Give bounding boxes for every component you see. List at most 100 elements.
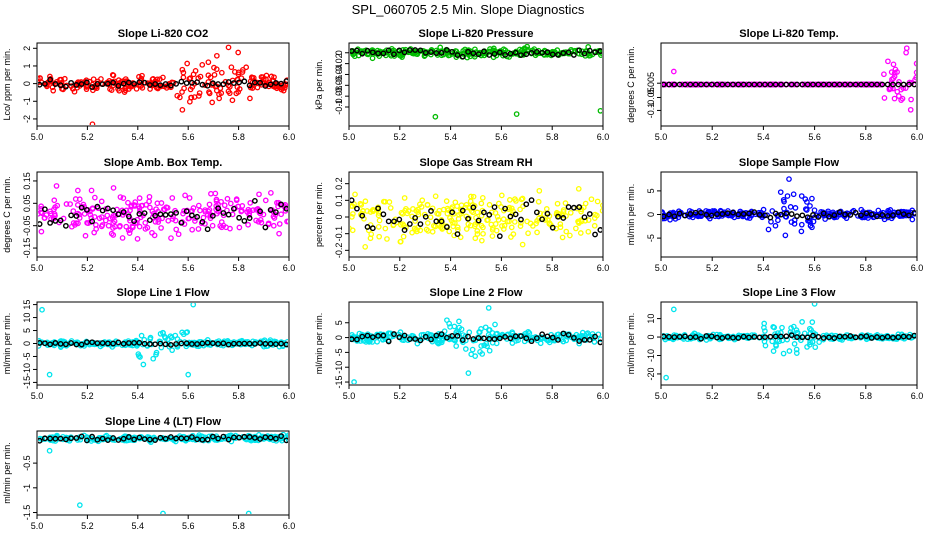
reference-point [230, 340, 237, 347]
reference-point [204, 82, 211, 89]
point [38, 75, 43, 82]
reference-point [555, 213, 561, 220]
y-tick-label: -0.1 [334, 99, 344, 115]
point [465, 51, 472, 58]
reference-point [443, 334, 450, 341]
reference-point [396, 216, 403, 223]
point [376, 217, 383, 224]
point [196, 436, 203, 443]
reference-point [62, 83, 69, 90]
main-title: SPL_060705 2.5 Min. Slope Diagnostics [351, 2, 585, 17]
reference-point [364, 224, 371, 230]
point [204, 211, 211, 218]
reference-point [842, 81, 848, 88]
point [134, 235, 141, 242]
point [521, 51, 527, 58]
y-tick-label: -0.15 [22, 238, 32, 259]
point [419, 197, 426, 204]
point [781, 210, 787, 217]
y-axis-label: ml/min per min. [2, 313, 12, 375]
panel-title: Slope Li-820 Temp. [739, 28, 838, 40]
point [484, 343, 490, 350]
reference-point [836, 209, 843, 216]
reference-point [385, 218, 392, 225]
point [855, 81, 861, 88]
point [679, 81, 686, 88]
point [762, 328, 768, 334]
panel-title: Slope Sample Flow [739, 157, 840, 169]
reference-point [78, 341, 85, 348]
reference-point [539, 331, 546, 338]
reference-point [278, 433, 285, 439]
point [706, 333, 713, 340]
reference-point [173, 80, 180, 87]
reference-point [879, 334, 886, 341]
reference-point [283, 341, 288, 348]
point [576, 340, 583, 347]
reference-point [449, 333, 456, 339]
point [761, 324, 767, 331]
data-points [662, 176, 916, 239]
point [67, 201, 73, 207]
reference-point [188, 434, 195, 440]
point [809, 195, 815, 202]
point [409, 229, 415, 236]
y-tick-label: -10 [22, 363, 32, 376]
reference-point [597, 227, 602, 233]
point [567, 209, 574, 216]
reference-point [762, 212, 768, 219]
y-tick-label: -20 [646, 367, 656, 380]
reference-point [900, 81, 907, 88]
reference-point [99, 207, 106, 214]
outlier-point [160, 510, 166, 514]
point [362, 198, 369, 205]
point [450, 223, 457, 230]
reference-point [209, 340, 216, 347]
point [164, 204, 171, 211]
point [899, 95, 906, 102]
reference-point [401, 49, 408, 56]
reference-point [194, 341, 201, 347]
y-axis-label: degrees C per min. [2, 176, 12, 253]
reference-point [560, 50, 567, 56]
point [498, 192, 505, 199]
point [456, 318, 462, 325]
reference-point [698, 335, 704, 342]
point [149, 208, 156, 215]
x-tick-label: 5.4 [132, 263, 145, 273]
reference-point [167, 341, 174, 348]
point [456, 211, 462, 218]
reference-point [57, 340, 64, 347]
reference-point [73, 213, 80, 219]
reference-point [385, 338, 392, 345]
reference-point [52, 217, 59, 224]
reference-point [354, 205, 360, 212]
reference-point [267, 340, 274, 347]
reference-point [459, 207, 466, 214]
x-tick-label: 5.6 [182, 521, 195, 531]
point [199, 61, 206, 68]
reference-point [41, 340, 48, 347]
reference-point [810, 212, 816, 218]
x-tick-label: 5.2 [706, 391, 719, 401]
reference-point [507, 213, 514, 220]
point [236, 224, 243, 231]
panel-1: Slope Li-820 CO2 Lco/ ppm per min. 5.0 5.2 5… [2, 28, 295, 142]
reference-point [433, 332, 440, 339]
reference-point [375, 332, 382, 339]
point [165, 217, 172, 224]
point [385, 330, 392, 337]
point [908, 96, 914, 103]
reference-point [380, 211, 387, 218]
reference-point [847, 333, 854, 339]
point [218, 69, 225, 76]
point [809, 224, 815, 231]
reference-point [141, 210, 148, 217]
point [180, 331, 187, 338]
reference-point [544, 210, 551, 217]
reference-point [369, 49, 376, 56]
reference-point [251, 434, 258, 441]
reference-point [115, 83, 122, 89]
reference-point [380, 332, 387, 339]
reference-point [267, 207, 274, 213]
